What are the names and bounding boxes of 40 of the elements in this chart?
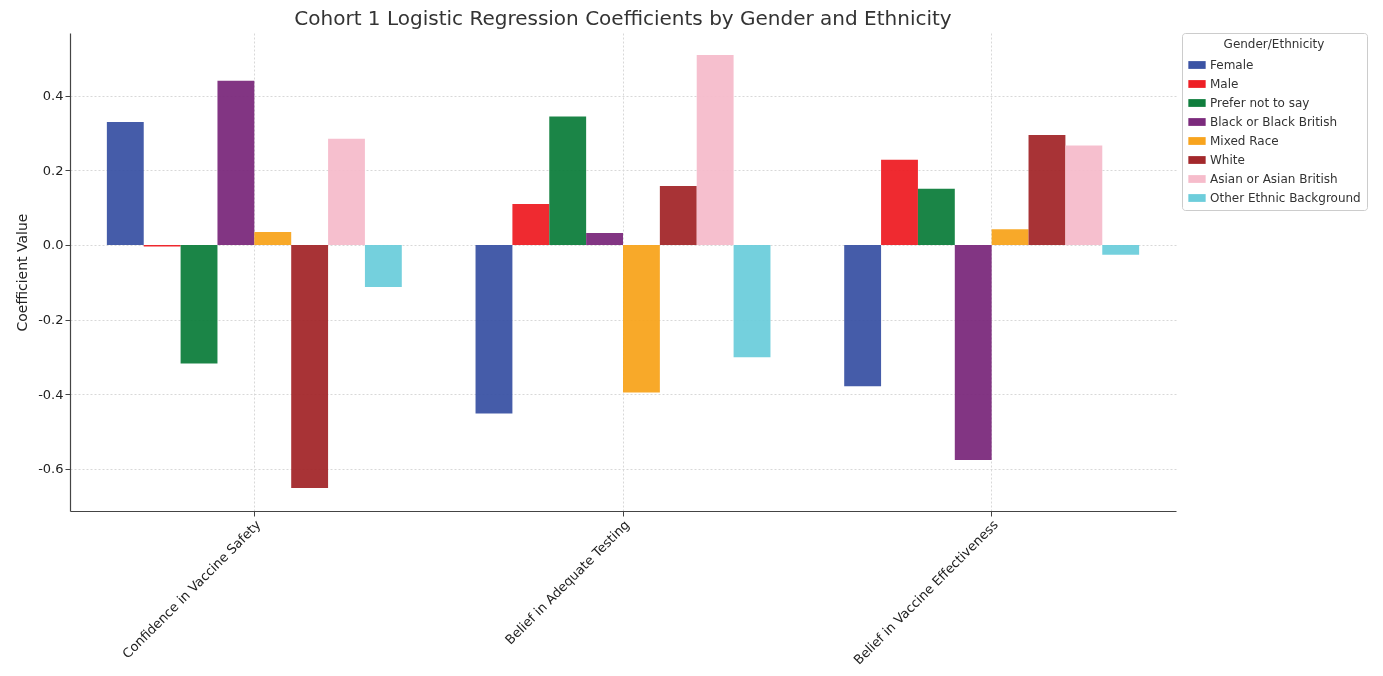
y-tick-label: 0.4 bbox=[42, 88, 64, 104]
bar bbox=[991, 229, 1029, 245]
bar bbox=[180, 244, 218, 364]
bar bbox=[549, 116, 587, 245]
bar bbox=[733, 244, 771, 358]
bar bbox=[954, 244, 992, 460]
bar bbox=[1102, 244, 1140, 255]
legend-label: Prefer not to say bbox=[1210, 96, 1310, 110]
legend-label: Male bbox=[1210, 77, 1239, 91]
bar bbox=[696, 54, 734, 245]
legend-title: Gender/Ethnicity bbox=[1223, 37, 1325, 51]
bar bbox=[917, 188, 955, 245]
bar bbox=[475, 244, 513, 414]
y-axis-title: Coefficient Value bbox=[14, 213, 31, 332]
chart-title: Cohort 1 Logistic Regression Coefficients by Gender and Ethnicity bbox=[294, 5, 952, 30]
legend-label: Other Ethnic Background bbox=[1210, 191, 1361, 205]
y-tick-label: 0.0 bbox=[42, 237, 64, 253]
y-tick-label: -0.6 bbox=[38, 461, 64, 477]
bar bbox=[364, 244, 402, 288]
y-tick-label: 0.2 bbox=[42, 162, 64, 178]
bar bbox=[217, 80, 255, 245]
bar bbox=[254, 231, 292, 245]
bar bbox=[623, 244, 660, 393]
bar bbox=[328, 138, 365, 245]
legend-label: Female bbox=[1210, 58, 1254, 72]
bar bbox=[1065, 145, 1103, 245]
y-tick-label: -0.4 bbox=[38, 386, 64, 402]
bar bbox=[291, 244, 329, 488]
legend-label: Black or Black British bbox=[1210, 115, 1338, 129]
bar bbox=[1028, 135, 1066, 245]
y-tick-label: -0.2 bbox=[38, 312, 64, 327]
legend-label: White bbox=[1210, 153, 1245, 167]
legend-label: Mixed Race bbox=[1210, 134, 1279, 148]
bar bbox=[881, 159, 918, 245]
bar bbox=[586, 233, 623, 245]
bar bbox=[844, 244, 882, 387]
bar bbox=[512, 204, 550, 245]
bar bbox=[659, 186, 697, 245]
legend-label: Asian or Asian British bbox=[1210, 172, 1338, 186]
bar bbox=[106, 122, 144, 245]
